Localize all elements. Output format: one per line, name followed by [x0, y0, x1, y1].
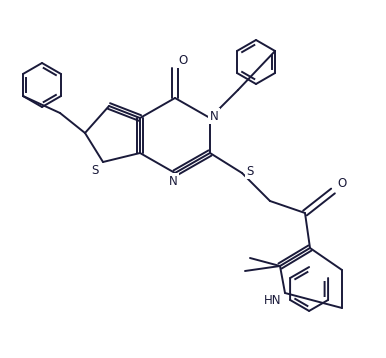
Text: HN: HN: [264, 295, 282, 308]
Text: S: S: [246, 164, 254, 178]
Text: O: O: [337, 176, 347, 189]
Text: O: O: [178, 53, 188, 67]
Text: N: N: [169, 174, 178, 188]
Text: S: S: [91, 164, 99, 176]
Text: N: N: [210, 110, 218, 122]
